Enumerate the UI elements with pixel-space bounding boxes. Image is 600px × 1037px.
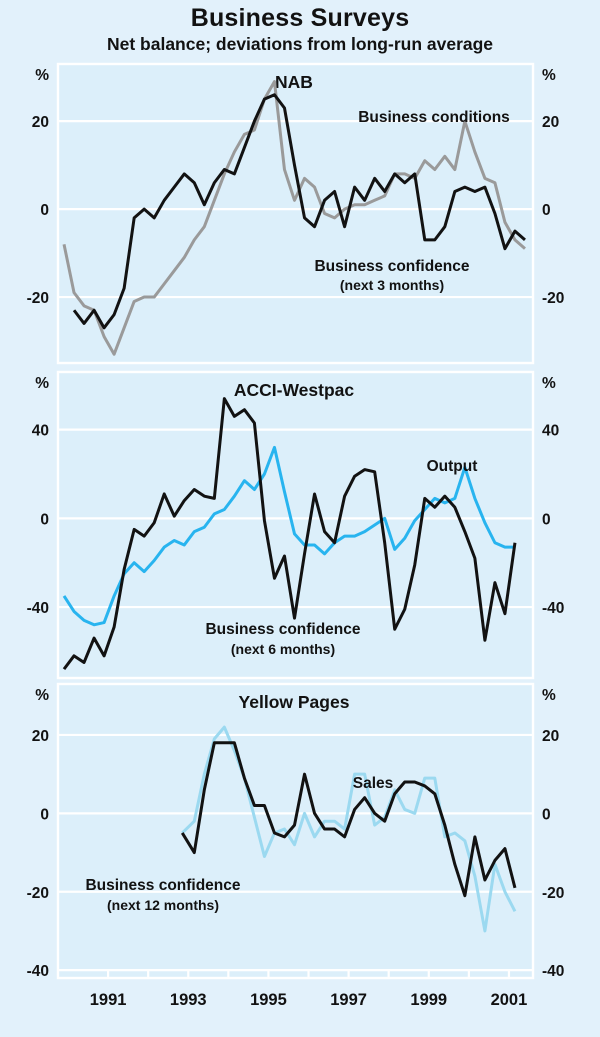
y-tick-left--20: -20 — [27, 885, 49, 902]
label-nab-business-confidence: Business confidence — [314, 258, 469, 275]
y-tick-left--40: -40 — [27, 600, 49, 617]
plot-background — [58, 684, 533, 978]
y-tick-right-40: 40 — [542, 423, 559, 440]
y-tick-right-0: 0 — [542, 511, 551, 528]
label-acci-business-confidence: Business confidence — [205, 621, 360, 638]
series-annotations: Business conditions Business confidence (n… — [85, 109, 509, 913]
panel-acci-westpac: 40 40 0 0 -40 -40% % ACCI-Westpac — [27, 370, 564, 680]
series-line-business-confidence-next-6-months — [62, 397, 517, 671]
plot-frame — [56, 62, 535, 365]
unit-left: % — [35, 67, 49, 84]
panel-title-nab: NAB — [275, 72, 313, 92]
y-tick-right--40: -40 — [542, 963, 564, 980]
unit-right: % — [542, 375, 556, 392]
page-title: Business Surveys — [190, 4, 410, 32]
y-tick-left-20: 20 — [32, 114, 49, 131]
y-tick-right-0: 0 — [542, 806, 551, 823]
y-tick-right--40: -40 — [542, 600, 564, 617]
label-acci-business-confidence-sub: (next 6 months) — [231, 641, 335, 657]
y-tick-left-0: 0 — [40, 202, 49, 219]
x-tick-label-1995: 1995 — [250, 991, 287, 1009]
plot-frame — [56, 682, 535, 980]
y-tick-left-0: 0 — [40, 806, 49, 823]
unit-right: % — [542, 67, 556, 84]
y-tick-right--20: -20 — [542, 885, 564, 902]
plot-background — [58, 372, 533, 678]
y-tick-right-0: 0 — [542, 202, 551, 219]
panel-yellow-pages: 20 20 0 0 -20 -20 -40 -40% % Yellow Pages — [27, 682, 564, 980]
panel-nab: 20 20 0 0 -20 -20% % NAB — [27, 62, 564, 365]
unit-left: % — [35, 375, 49, 392]
label-nab-business-conditions: Business conditions — [358, 109, 510, 126]
unit-left: % — [35, 687, 49, 704]
y-tick-right-20: 20 — [542, 114, 559, 131]
y-tick-right-20: 20 — [542, 728, 559, 745]
label-yp-business-confidence: Business confidence — [85, 877, 240, 894]
label-acci-output: Output — [427, 458, 478, 475]
y-tick-left-0: 0 — [40, 511, 49, 528]
y-tick-left-20: 20 — [32, 728, 49, 745]
label-yp-sales: Sales — [353, 775, 394, 792]
plot-frame — [56, 370, 535, 680]
x-tick-label-2001: 2001 — [491, 991, 528, 1009]
panel-title-acci-westpac: ACCI-Westpac — [234, 380, 355, 400]
x-tick-label-1999: 1999 — [410, 991, 447, 1009]
x-axis: 1991 1993 1995 1997 1999 2001 — [90, 969, 528, 1009]
y-tick-left--40: -40 — [27, 963, 49, 980]
x-tick-label-1993: 1993 — [170, 991, 207, 1009]
y-tick-left-40: 40 — [32, 423, 49, 440]
page-subtitle: Net balance; deviations from long-run av… — [106, 34, 494, 54]
y-tick-right--20: -20 — [542, 290, 564, 307]
label-yp-business-confidence-sub: (next 12 months) — [107, 897, 219, 913]
label-nab-business-confidence-sub: (next 3 months) — [340, 277, 444, 293]
series-line-business-conditions — [62, 80, 526, 356]
x-tick-label-1991: 1991 — [90, 991, 127, 1009]
panel-title-yellow-pages: Yellow Pages — [239, 692, 350, 712]
unit-right: % — [542, 687, 556, 704]
y-tick-left--20: -20 — [27, 290, 49, 307]
x-tick-label-1997: 1997 — [330, 991, 367, 1009]
series-line-business-confidence-next-3-months — [72, 93, 526, 330]
series-line-business-confidence-next-12-months — [180, 741, 517, 898]
